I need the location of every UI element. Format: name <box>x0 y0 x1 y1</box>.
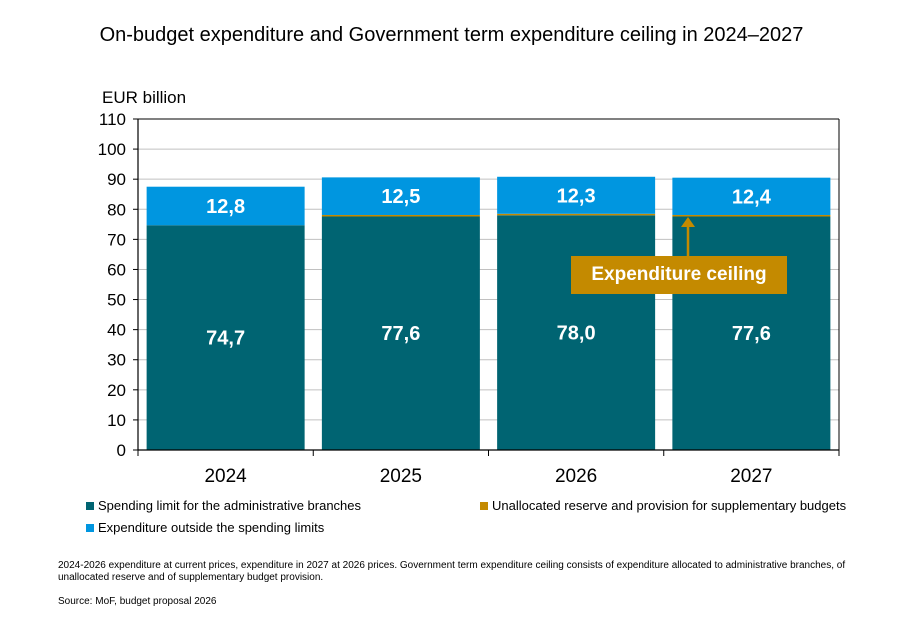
bar-segment <box>497 215 656 450</box>
data-label: 78,0 <box>557 323 596 345</box>
bar-segment <box>146 225 305 450</box>
legend-swatch <box>86 501 94 510</box>
y-tick-label: 30 <box>107 351 126 370</box>
bar-segment <box>146 186 305 226</box>
y-tick-label: 60 <box>107 260 126 279</box>
bar-segment <box>672 216 831 450</box>
x-tick-label: 2026 <box>555 466 597 487</box>
y-axis-label: EUR billion <box>102 88 187 107</box>
bar-segment <box>497 213 656 216</box>
bar-segment <box>321 216 480 450</box>
bar-segment <box>321 177 480 215</box>
data-label: 74,7 <box>206 328 245 350</box>
data-label: 12,5 <box>381 186 420 208</box>
data-label: 12,4 <box>732 186 772 208</box>
y-tick-label: 70 <box>107 230 126 249</box>
y-tick-label: 80 <box>107 200 126 219</box>
bar-segment <box>497 176 656 214</box>
y-tick-label: 0 <box>117 441 126 460</box>
data-label: 77,6 <box>381 323 420 345</box>
y-tick-label: 20 <box>107 381 126 400</box>
x-tick-label: 2027 <box>730 466 772 487</box>
data-label: 77,6 <box>732 323 771 345</box>
bar-segment <box>321 214 480 217</box>
legend-item-outside-limits: Expenditure outside the spending limits <box>86 520 324 535</box>
annotation-arrow-head <box>681 216 695 227</box>
expenditure-ceiling-annotation: Expenditure ceiling <box>571 256 787 294</box>
data-label: 12,3 <box>557 185 596 207</box>
legend-item-spending-limit: Spending limit for the administrative br… <box>86 498 361 513</box>
data-label: 12,8 <box>206 196 245 218</box>
y-tick-label: 110 <box>99 110 126 129</box>
legend-swatch <box>480 501 488 510</box>
x-tick-label: 2025 <box>380 466 422 487</box>
y-tick-label: 90 <box>107 170 126 189</box>
footnote: 2024-2026 expenditure at current prices,… <box>58 560 846 583</box>
x-tick-label: 2024 <box>204 466 247 487</box>
y-tick-label: 40 <box>107 321 126 340</box>
legend-item-reserve: Unallocated reserve and provision for su… <box>480 498 846 513</box>
y-tick-label: 50 <box>107 291 126 310</box>
y-tick-label: 10 <box>107 411 126 430</box>
bar-segment <box>672 177 831 215</box>
y-tick-label: 100 <box>98 140 126 159</box>
legend-label: Spending limit for the administrative br… <box>98 498 362 513</box>
legend-label: Unallocated reserve and provision for su… <box>492 498 847 513</box>
legend-swatch <box>86 523 94 532</box>
bar-segment <box>672 214 831 217</box>
legend-label: Expenditure outside the spending limits <box>98 520 325 535</box>
source-note: Source: MoF, budget proposal 2026 <box>58 596 217 607</box>
chart-title: On-budget expenditure and Government ter… <box>99 24 804 46</box>
